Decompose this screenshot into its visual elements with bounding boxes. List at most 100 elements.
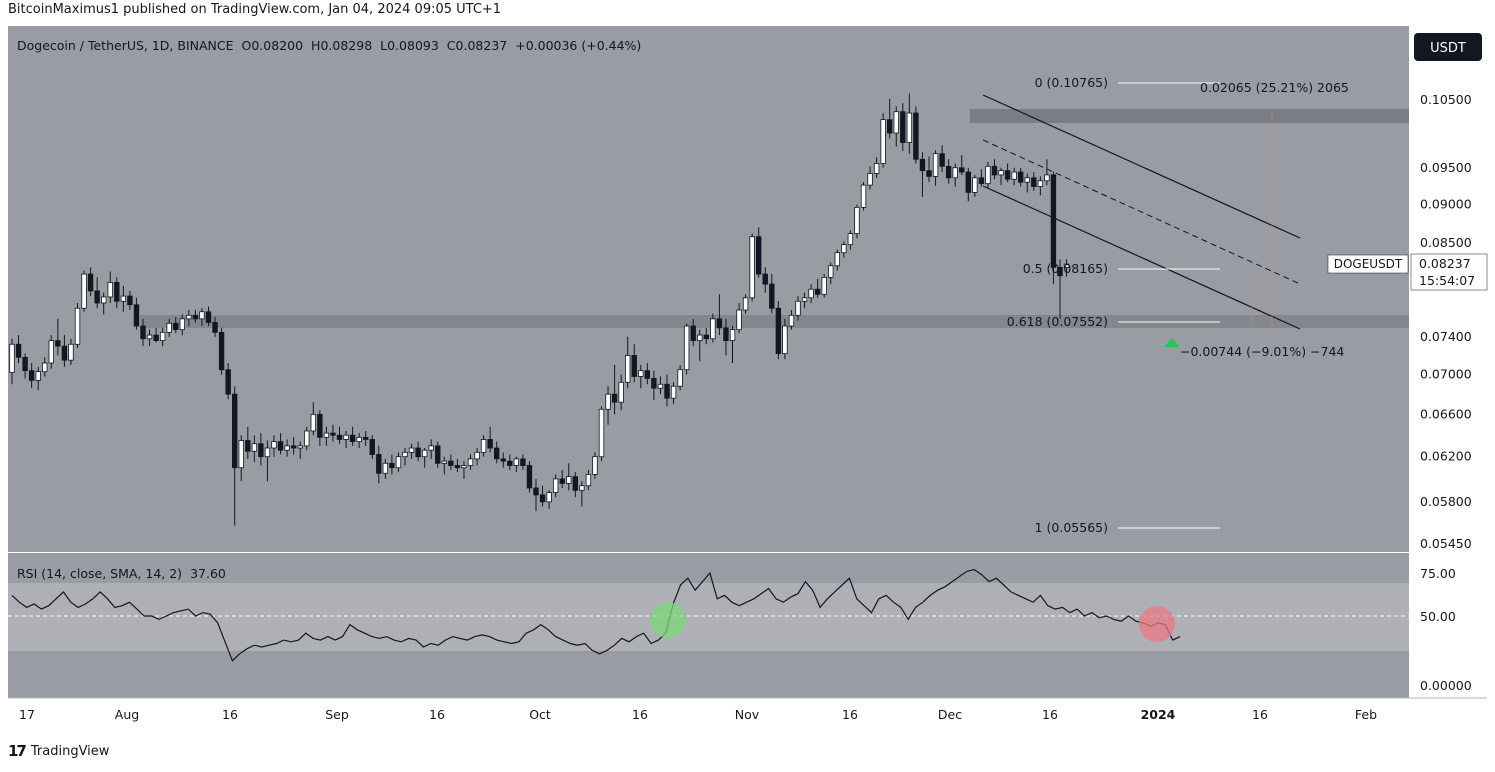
candle[interactable] — [284, 439, 290, 457]
candle[interactable] — [945, 159, 952, 184]
candle[interactable] — [343, 430, 349, 449]
candle[interactable] — [880, 113, 886, 168]
candle[interactable] — [972, 174, 978, 197]
candle[interactable] — [782, 318, 788, 360]
candle[interactable] — [415, 441, 421, 462]
candle[interactable] — [317, 410, 323, 446]
candle[interactable] — [520, 454, 526, 470]
candle[interactable] — [913, 106, 919, 164]
candle[interactable] — [716, 294, 723, 336]
candle[interactable] — [212, 317, 218, 337]
candle[interactable] — [376, 445, 382, 484]
candle[interactable] — [828, 262, 834, 285]
candle[interactable] — [218, 327, 225, 375]
candle[interactable] — [893, 106, 899, 147]
candle[interactable] — [448, 454, 454, 470]
candle[interactable] — [330, 424, 336, 442]
candle[interactable] — [867, 166, 873, 190]
candle[interactable] — [42, 357, 48, 377]
candle[interactable] — [428, 439, 434, 459]
candle[interactable] — [271, 435, 277, 457]
candle[interactable] — [389, 454, 395, 475]
candle[interactable] — [68, 338, 74, 365]
candles-group[interactable] — [9, 93, 1070, 526]
candle[interactable] — [559, 469, 565, 488]
candle[interactable] — [1044, 159, 1050, 186]
candle[interactable] — [860, 182, 867, 211]
candle[interactable] — [297, 441, 303, 459]
price-pane[interactable] — [8, 26, 1409, 552]
candle[interactable] — [61, 335, 68, 367]
candle[interactable] — [683, 323, 690, 375]
candle[interactable] — [775, 301, 782, 360]
candle[interactable] — [513, 456, 520, 473]
candle[interactable] — [985, 162, 991, 189]
candle[interactable] — [35, 366, 41, 391]
candle[interactable] — [638, 364, 644, 389]
candle[interactable] — [133, 297, 140, 330]
candle[interactable] — [362, 430, 369, 446]
candle[interactable] — [225, 363, 231, 400]
candle[interactable] — [487, 426, 493, 453]
candle[interactable] — [48, 335, 54, 369]
candle[interactable] — [238, 435, 244, 482]
candle[interactable] — [631, 344, 637, 383]
candle[interactable] — [710, 313, 716, 343]
candle[interactable] — [28, 363, 35, 389]
candle[interactable] — [336, 426, 343, 444]
candle[interactable] — [670, 382, 677, 405]
candle[interactable] — [179, 314, 185, 336]
candle[interactable] — [101, 292, 107, 315]
candle[interactable] — [1024, 173, 1030, 193]
candle[interactable] — [173, 317, 179, 334]
candle[interactable] — [22, 353, 28, 379]
candle[interactable] — [625, 336, 631, 389]
candle[interactable] — [408, 443, 415, 459]
candle[interactable] — [585, 469, 592, 491]
candle[interactable] — [310, 402, 316, 436]
candle[interactable] — [199, 308, 205, 327]
candle[interactable] — [873, 157, 880, 178]
channel-lower-line[interactable] — [982, 185, 1301, 330]
candle[interactable] — [644, 363, 651, 385]
candle[interactable] — [186, 309, 192, 327]
candle[interactable] — [729, 326, 736, 364]
time-axis[interactable] — [8, 698, 1409, 730]
candle[interactable] — [323, 426, 330, 446]
channel-upper-line[interactable] — [982, 94, 1301, 239]
candle[interactable] — [192, 309, 199, 323]
candle[interactable] — [454, 458, 461, 473]
candle[interactable] — [127, 290, 133, 310]
candle[interactable] — [592, 452, 598, 479]
candle[interactable] — [651, 370, 657, 401]
candle[interactable] — [421, 448, 428, 468]
channel-midline[interactable] — [982, 139, 1301, 285]
candle[interactable] — [814, 279, 821, 298]
candle[interactable] — [474, 448, 480, 466]
candle[interactable] — [94, 277, 100, 309]
candle[interactable] — [742, 294, 749, 314]
candle[interactable] — [493, 441, 500, 464]
candle[interactable] — [703, 327, 709, 345]
candle[interactable] — [978, 169, 985, 187]
candle[interactable] — [605, 386, 611, 425]
candle[interactable] — [677, 364, 683, 391]
candle[interactable] — [9, 338, 15, 385]
candle[interactable] — [998, 167, 1004, 186]
candle[interactable] — [736, 303, 742, 334]
candle[interactable] — [81, 270, 87, 312]
candle[interactable] — [834, 249, 840, 271]
candle[interactable] — [723, 318, 729, 356]
candle[interactable] — [769, 274, 775, 314]
candle[interactable] — [598, 406, 605, 462]
candle[interactable] — [847, 230, 854, 250]
candle[interactable] — [1018, 167, 1024, 187]
candle[interactable] — [507, 454, 513, 470]
candle[interactable] — [107, 271, 113, 304]
candle[interactable] — [231, 386, 238, 526]
candle[interactable] — [467, 454, 474, 470]
candle[interactable] — [264, 440, 271, 482]
candle[interactable] — [461, 461, 467, 479]
candle[interactable] — [690, 318, 696, 347]
candle[interactable] — [382, 458, 389, 479]
